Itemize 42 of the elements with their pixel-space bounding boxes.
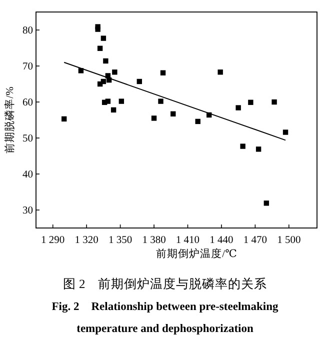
point [97,46,103,51]
point [160,70,166,76]
point [103,58,108,64]
point [112,70,118,75]
x-tick-label: 1 320 [74,235,98,246]
point [240,144,246,149]
y-axis-title: 前期脱磷率/% [3,86,16,154]
x-tick-label: 1 500 [277,235,301,246]
point [95,26,100,32]
x-tick-label: 1 410 [176,235,200,246]
y-tick-label: 70 [22,62,33,73]
point [272,99,277,105]
point [151,116,157,121]
point [105,98,111,104]
y-tick-label: 30 [22,206,33,217]
x-tick-label: 1 470 [243,235,267,246]
x-tick-label: 1 440 [210,235,234,246]
point [264,200,270,206]
point [195,118,200,124]
y-tick-label: 60 [22,98,33,109]
point [136,78,142,84]
point [236,105,241,110]
point [248,100,254,105]
point [118,98,124,104]
x-tick-label: 1 380 [142,235,166,246]
point [256,146,262,152]
point [158,98,164,104]
x-tick-label: 1 290 [41,235,65,246]
y-tick-label: 50 [22,134,33,145]
x-axis-title: 前期倒炉温度/℃ [156,247,238,260]
y-tick-label: 40 [22,170,33,181]
point [170,111,176,116]
point [282,130,288,135]
point [218,70,223,75]
point [62,116,67,122]
point [100,36,106,41]
caption: 图 2 前期倒炉温度与脱磷率的关系 [62,276,268,291]
point [110,107,116,113]
y-tick-label: 80 [22,26,33,37]
x-tick-label: 1 350 [108,235,132,246]
point [100,78,106,84]
text: Fig. 2 Relationship between pre-steelmaking temperature and dephosphorization [52,301,278,335]
